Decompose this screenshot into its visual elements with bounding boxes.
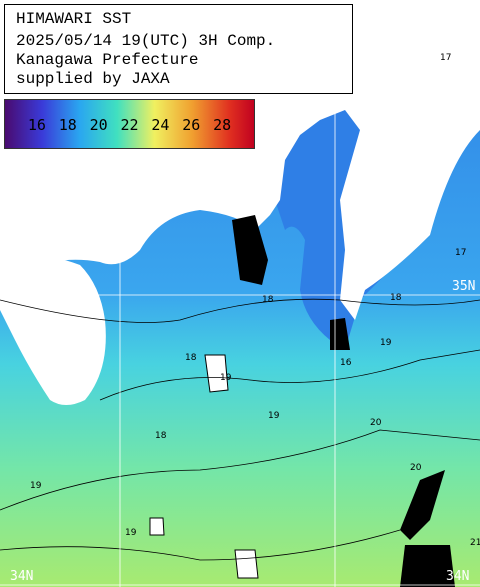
contour — [0, 529, 401, 561]
no-data — [400, 545, 455, 587]
contour-label: 19 — [30, 481, 42, 491]
header-line: Kanagawa Prefecture — [16, 51, 198, 69]
land-izu — [0, 253, 106, 405]
no-data — [400, 470, 445, 540]
colorbar-ticks: 16 18 20 22 24 26 28 — [28, 116, 231, 134]
contour-label: 18 — [185, 353, 197, 363]
grid-label: 34N — [446, 569, 469, 584]
island — [149, 517, 165, 536]
contour-label: 17 — [440, 53, 451, 63]
colorbar-tick-label: 16 — [28, 116, 46, 134]
contour-label: 19 — [125, 528, 137, 538]
colorbar-tick-label: 28 — [213, 116, 231, 134]
island — [204, 354, 229, 393]
colorbar-tick-label: 24 — [151, 116, 169, 134]
contour-label: 19 — [220, 373, 232, 383]
colorbar-tick-label: 18 — [59, 116, 77, 134]
contour-label: 16 — [340, 358, 352, 368]
header-line: 2025/05/14 19(UTC) 3H Comp. — [16, 32, 275, 50]
contour-label: 20 — [410, 463, 422, 473]
no-data — [232, 215, 268, 285]
grid-label: 34N — [10, 569, 33, 584]
grid-label: 35N — [10, 279, 33, 294]
header-box — [4, 4, 353, 94]
header-line: HIMAWARI SST — [16, 10, 131, 28]
contour-label: 17 — [455, 248, 466, 258]
contour-label: 21 — [470, 538, 480, 548]
contour — [99, 349, 480, 401]
contour-label: 18 — [155, 431, 167, 441]
contour-label: 19 — [268, 411, 280, 421]
contour — [0, 298, 480, 323]
colorbar-tick-label: 22 — [120, 116, 138, 134]
contour-label: 19 — [380, 338, 392, 348]
contour-label: 20 — [370, 418, 382, 428]
island — [234, 549, 259, 579]
colorbar-tick-label: 20 — [90, 116, 108, 134]
contour-labels: 17 18 18 19 19 19 18 19 20 20 21 19 16 17 18 — [30, 53, 480, 548]
colorbar-tick-label: 26 — [182, 116, 200, 134]
colorbar — [4, 99, 255, 149]
contour-label: 18 — [390, 293, 402, 303]
contour-label: 18 — [262, 295, 274, 305]
header-line: supplied by JAXA — [16, 70, 170, 88]
contour — [0, 429, 480, 511]
grid-label: 35N — [452, 279, 475, 294]
